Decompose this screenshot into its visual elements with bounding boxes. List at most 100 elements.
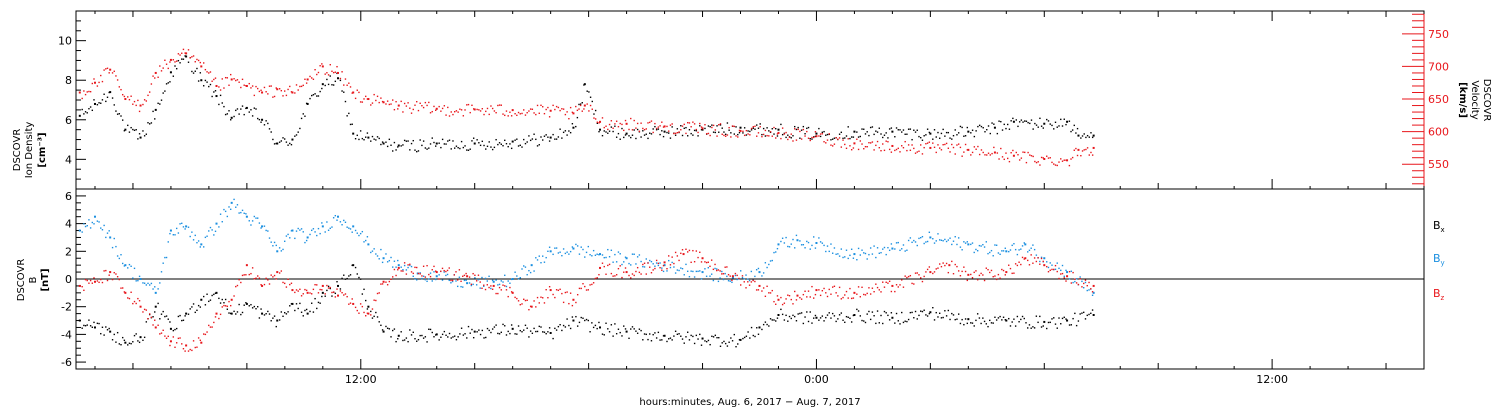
velocity-point bbox=[1088, 154, 1090, 156]
velocity-point bbox=[554, 108, 556, 111]
by-point bbox=[640, 260, 642, 263]
by-point bbox=[438, 274, 440, 276]
density-point bbox=[261, 118, 264, 121]
by-point bbox=[124, 264, 127, 267]
velocity-point bbox=[1012, 154, 1015, 157]
velocity-point bbox=[901, 145, 903, 147]
by-point bbox=[300, 228, 303, 230]
bz-point bbox=[1063, 277, 1065, 279]
bx-point bbox=[589, 331, 591, 333]
bz-point bbox=[407, 264, 409, 266]
velocity-point bbox=[435, 107, 438, 110]
density-point bbox=[1061, 125, 1064, 127]
velocity-point bbox=[202, 62, 205, 64]
bx-point bbox=[857, 310, 860, 312]
density-point bbox=[438, 142, 440, 144]
density-point bbox=[659, 133, 661, 136]
density-point bbox=[510, 147, 513, 150]
velocity-point bbox=[524, 114, 527, 116]
bz-point bbox=[624, 267, 627, 269]
bz-point bbox=[907, 275, 910, 278]
by-point bbox=[344, 221, 347, 223]
density-point bbox=[98, 102, 100, 104]
density-point bbox=[479, 144, 482, 147]
bz-point bbox=[596, 277, 598, 279]
density-point bbox=[213, 91, 215, 93]
b-tick-label: 6 bbox=[65, 190, 72, 203]
by-point bbox=[475, 284, 478, 286]
density-point bbox=[471, 140, 473, 142]
bz-point bbox=[838, 286, 841, 289]
density-point bbox=[331, 84, 333, 86]
bx-point bbox=[655, 337, 658, 339]
density-point bbox=[724, 133, 727, 136]
bx-point bbox=[280, 311, 283, 313]
by-point bbox=[261, 225, 264, 228]
velocity-point bbox=[814, 131, 817, 133]
bx-point bbox=[1025, 322, 1027, 324]
velocity-point bbox=[148, 91, 151, 93]
density-point bbox=[640, 136, 642, 138]
density-tick-label: 8 bbox=[65, 74, 72, 87]
bx-point bbox=[668, 338, 670, 340]
by-point bbox=[118, 257, 121, 260]
bz-point bbox=[821, 290, 824, 292]
bx-point bbox=[251, 307, 254, 309]
bx-point bbox=[868, 310, 870, 313]
bx-point bbox=[1091, 309, 1094, 311]
velocity-point bbox=[1018, 159, 1021, 161]
velocity-point bbox=[358, 91, 360, 94]
velocity-point bbox=[947, 147, 950, 149]
velocity-point bbox=[215, 84, 218, 87]
density-point bbox=[868, 134, 870, 137]
velocity-point bbox=[783, 133, 786, 135]
bx-point bbox=[443, 330, 446, 333]
bz-point bbox=[826, 295, 829, 298]
by-point bbox=[920, 236, 922, 239]
bx-point bbox=[467, 325, 470, 328]
velocity-point bbox=[1077, 148, 1080, 151]
bx-point bbox=[240, 313, 242, 316]
bx-point bbox=[603, 334, 605, 336]
by-point bbox=[932, 238, 934, 240]
density-point bbox=[363, 139, 365, 141]
bx-point bbox=[873, 315, 875, 317]
bz-point bbox=[343, 294, 345, 296]
velocity-point bbox=[750, 127, 753, 130]
by-point bbox=[650, 260, 653, 263]
bz-point bbox=[652, 269, 654, 271]
density-point bbox=[794, 125, 796, 128]
density-point bbox=[1012, 120, 1015, 123]
bx-point bbox=[911, 311, 913, 314]
bx-point bbox=[289, 305, 291, 307]
bz-point bbox=[96, 280, 99, 282]
bz-point bbox=[615, 274, 618, 276]
bx-point bbox=[690, 334, 692, 337]
bx-point bbox=[1028, 324, 1031, 326]
density-point bbox=[405, 140, 408, 142]
bz-point bbox=[734, 272, 737, 275]
by-point bbox=[337, 215, 340, 218]
bx-point bbox=[1023, 317, 1025, 320]
bz-point bbox=[741, 275, 744, 277]
velocity-point bbox=[978, 153, 981, 156]
density-point bbox=[1035, 124, 1038, 126]
bx-point bbox=[849, 317, 851, 320]
bx-point bbox=[619, 331, 621, 334]
bx-point bbox=[460, 327, 463, 329]
velocity-point bbox=[610, 120, 613, 122]
bx-point bbox=[764, 321, 767, 323]
density-point bbox=[223, 105, 225, 108]
density-point bbox=[949, 137, 951, 139]
bz-point bbox=[680, 252, 682, 255]
density-point bbox=[833, 137, 836, 139]
bx-point bbox=[352, 264, 355, 267]
bx-point bbox=[366, 308, 369, 310]
density-point bbox=[792, 135, 794, 137]
bx-point bbox=[118, 343, 121, 345]
by-point bbox=[572, 247, 575, 250]
density-point bbox=[93, 99, 95, 101]
bx-point bbox=[975, 319, 977, 322]
by-point bbox=[1014, 248, 1017, 251]
bz-point bbox=[116, 276, 119, 278]
